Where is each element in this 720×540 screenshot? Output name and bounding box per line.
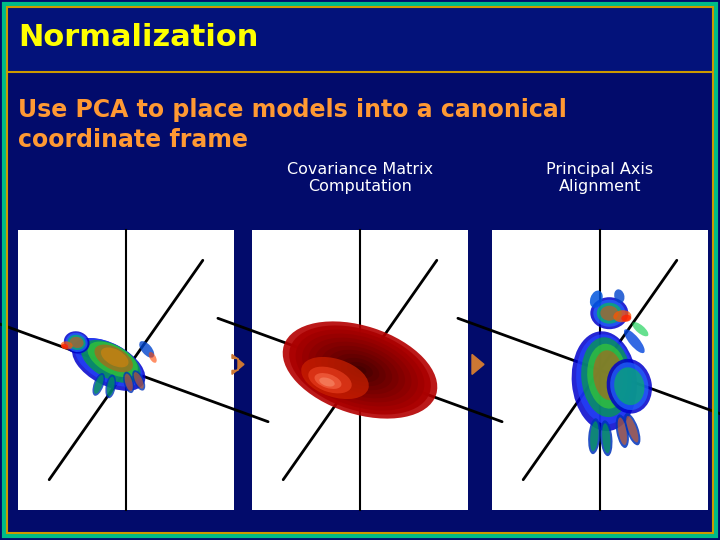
Ellipse shape [354,366,366,374]
Ellipse shape [308,338,412,402]
Ellipse shape [70,337,84,348]
Ellipse shape [334,354,386,386]
Ellipse shape [607,359,652,414]
Ellipse shape [632,322,649,336]
Ellipse shape [624,329,644,353]
Ellipse shape [319,377,335,387]
Ellipse shape [328,350,392,390]
Ellipse shape [341,358,379,382]
Ellipse shape [590,291,603,308]
Text: Normalization: Normalization [18,24,258,52]
Ellipse shape [597,303,622,323]
Ellipse shape [613,310,631,322]
Text: Principal Axis
Alignment: Principal Axis Alignment [546,162,654,194]
Ellipse shape [588,344,627,409]
Ellipse shape [616,414,629,448]
Ellipse shape [139,341,154,357]
Ellipse shape [289,326,431,415]
Ellipse shape [88,341,138,377]
Ellipse shape [347,362,373,378]
Ellipse shape [72,338,145,391]
Ellipse shape [593,350,624,400]
Ellipse shape [593,300,625,327]
Ellipse shape [621,315,631,322]
Ellipse shape [81,340,140,383]
Ellipse shape [132,370,145,390]
Ellipse shape [301,357,369,399]
Ellipse shape [610,362,649,410]
Ellipse shape [321,346,399,394]
Ellipse shape [315,342,405,399]
Ellipse shape [624,413,640,446]
Ellipse shape [283,321,437,419]
Ellipse shape [614,289,624,303]
Ellipse shape [614,367,644,405]
Ellipse shape [75,338,143,387]
Ellipse shape [600,420,613,456]
Ellipse shape [296,329,424,410]
Ellipse shape [588,418,600,454]
Ellipse shape [64,331,89,354]
Ellipse shape [68,335,86,350]
Ellipse shape [602,423,611,453]
Bar [18,230,234,510]
Ellipse shape [308,367,351,393]
Text: Use PCA to place models into a canonical: Use PCA to place models into a canonical [18,98,567,122]
Ellipse shape [315,373,341,389]
Ellipse shape [125,374,132,391]
Ellipse shape [590,421,598,451]
Ellipse shape [590,297,629,329]
Bar [4,4,716,72]
Ellipse shape [149,352,157,363]
Ellipse shape [123,372,135,393]
Ellipse shape [576,334,634,424]
Text: Covariance Matrix
Computation: Covariance Matrix Computation [287,162,433,194]
Ellipse shape [60,341,73,349]
Ellipse shape [92,373,105,396]
Ellipse shape [105,375,116,398]
Ellipse shape [302,334,418,407]
Ellipse shape [626,416,639,442]
Ellipse shape [134,372,144,389]
Ellipse shape [94,345,133,372]
Text: coordinate frame: coordinate frame [18,128,248,152]
Ellipse shape [101,347,128,367]
FancyArrow shape [472,354,484,374]
Bar [252,230,468,510]
Ellipse shape [66,333,88,352]
Ellipse shape [94,375,104,394]
Ellipse shape [581,338,631,417]
Ellipse shape [618,417,627,445]
FancyArrow shape [232,354,244,374]
Ellipse shape [572,332,637,431]
Bar [492,230,708,510]
Ellipse shape [61,344,68,349]
Ellipse shape [600,306,618,321]
Ellipse shape [107,376,114,396]
